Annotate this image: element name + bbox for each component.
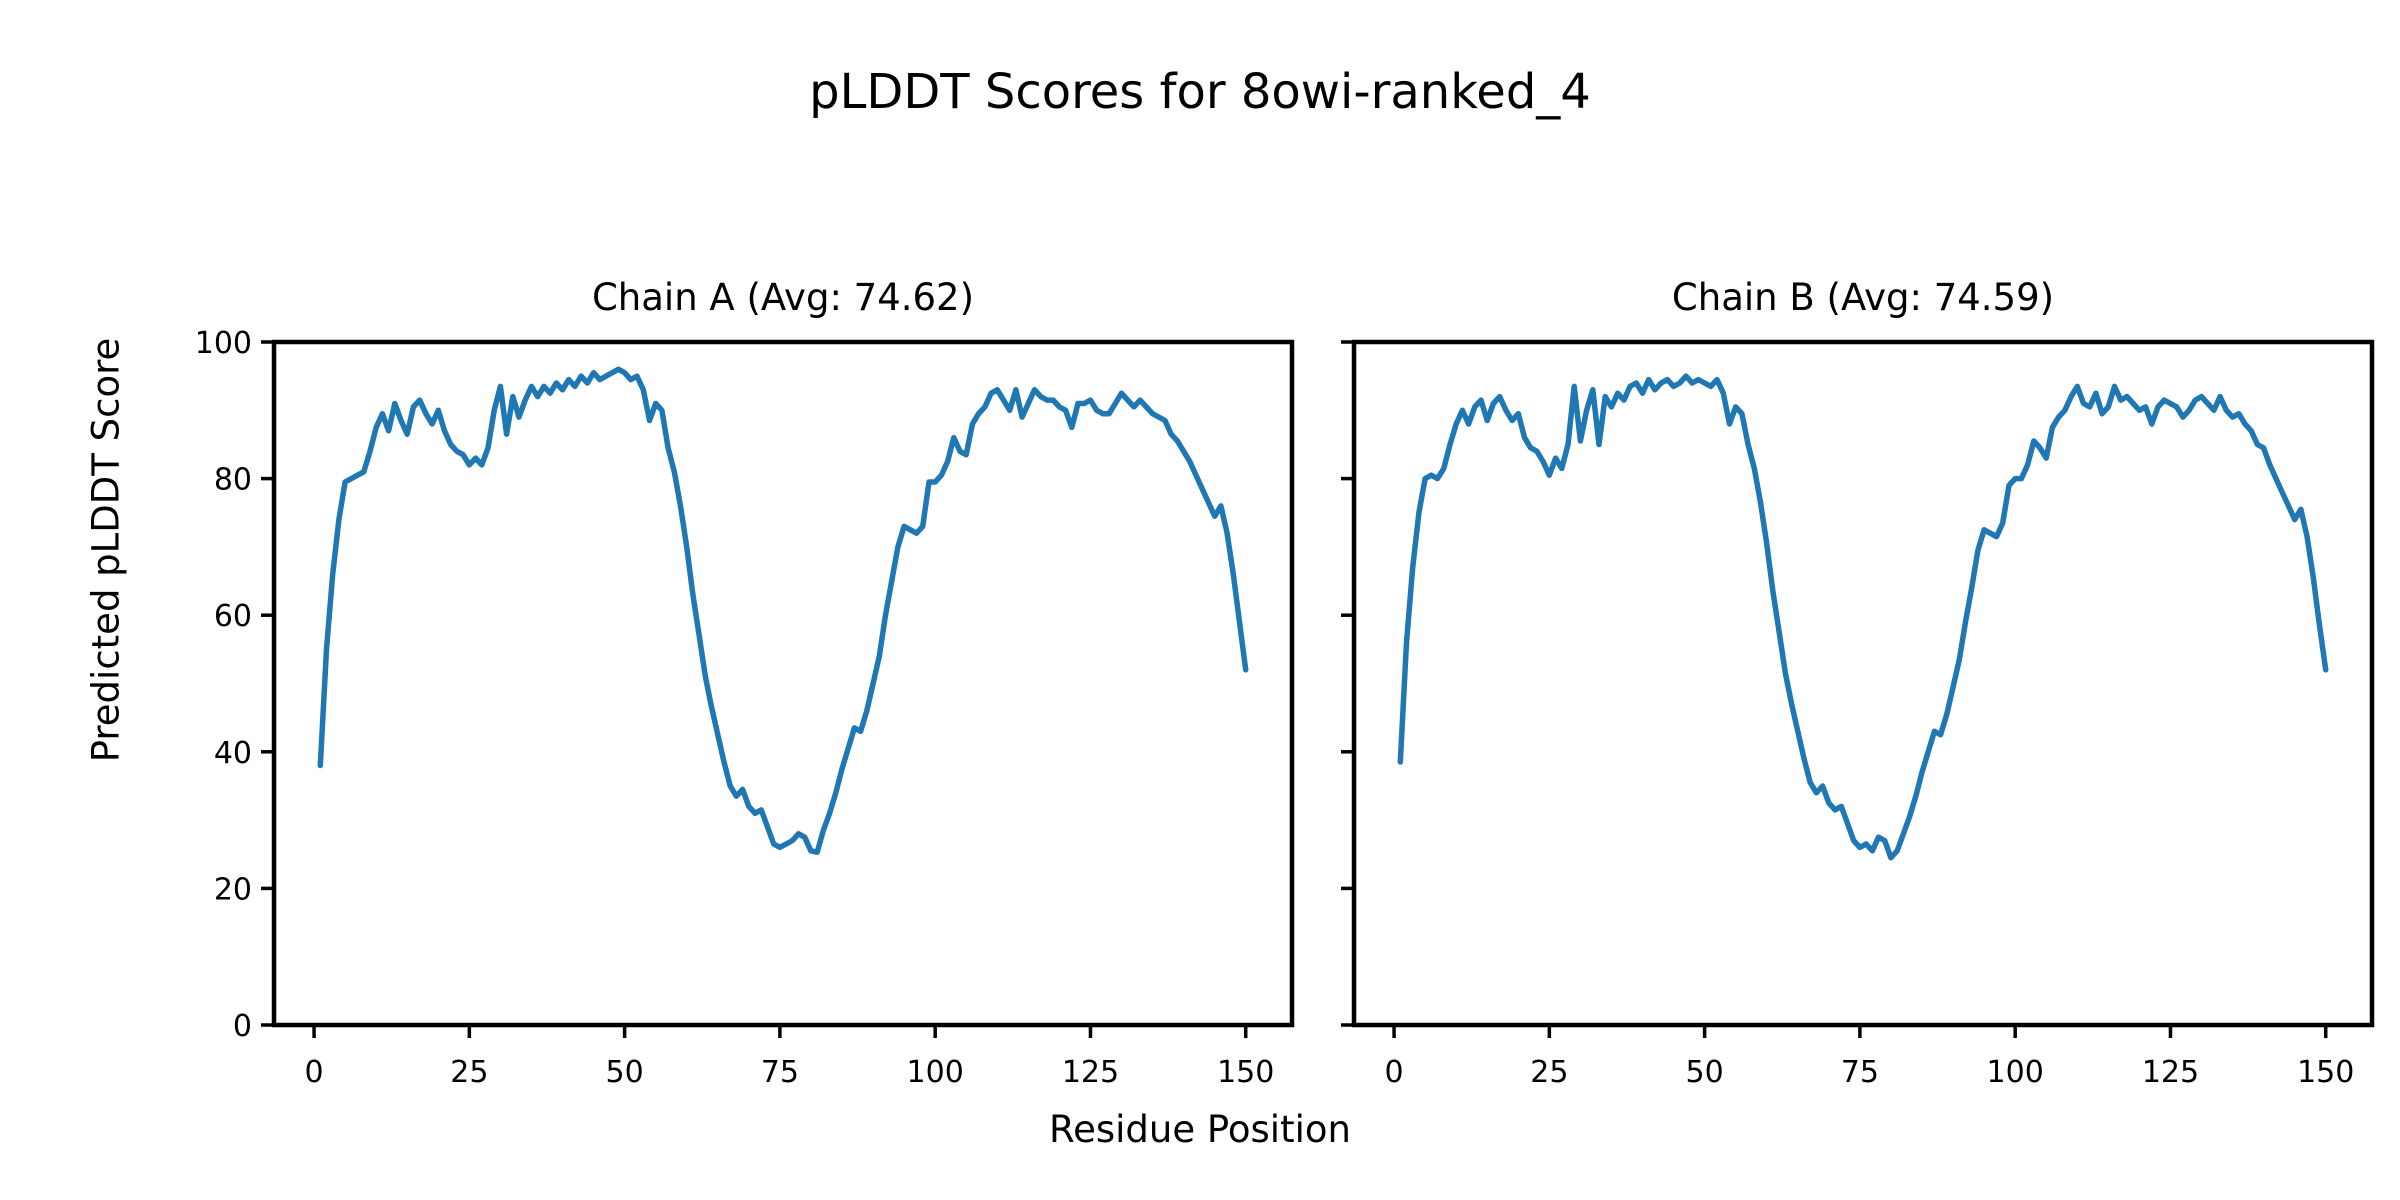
figure-title: pLDDT Scores for 8owi-ranked_4 bbox=[809, 64, 1591, 120]
plot-spines bbox=[271, 339, 1295, 1028]
x-tick-label: 25 bbox=[1530, 1055, 1568, 1090]
y-tick-label: 0 bbox=[233, 1009, 252, 1044]
x-tick-label: 125 bbox=[1062, 1055, 1119, 1090]
y-tick-label: 80 bbox=[214, 463, 252, 498]
x-tick-label: 150 bbox=[2297, 1055, 2354, 1090]
x-tick-label: 0 bbox=[1385, 1055, 1404, 1090]
x-tick-label: 150 bbox=[1217, 1055, 1274, 1090]
y-tick-label: 60 bbox=[214, 599, 252, 634]
plot-spines bbox=[1351, 339, 2375, 1028]
subplot-title-chain-b: Chain B (Avg: 74.59) bbox=[1671, 276, 2055, 319]
x-tick-label: 100 bbox=[907, 1055, 964, 1090]
plddt-line-chain-a bbox=[317, 366, 1249, 855]
x-tick-label: 75 bbox=[1841, 1055, 1879, 1090]
x-tick-label: 0 bbox=[305, 1055, 324, 1090]
plddt-line-chain-b bbox=[1397, 373, 2329, 861]
x-axis-label: Residue Position bbox=[1049, 1108, 1351, 1151]
x-tick-label: 125 bbox=[2142, 1055, 2199, 1090]
x-tick-label: 50 bbox=[1686, 1055, 1724, 1090]
subplot-title-chain-a: Chain A (Avg: 74.62) bbox=[591, 276, 975, 319]
y-tick-label: 40 bbox=[214, 736, 252, 771]
x-tick-label: 50 bbox=[606, 1055, 644, 1090]
x-tick-label: 100 bbox=[1987, 1055, 2044, 1090]
x-tick-label: 25 bbox=[450, 1055, 488, 1090]
y-tick-label: 20 bbox=[214, 872, 252, 907]
y-tick-label: 100 bbox=[195, 326, 252, 361]
x-tick-label: 75 bbox=[761, 1055, 799, 1090]
